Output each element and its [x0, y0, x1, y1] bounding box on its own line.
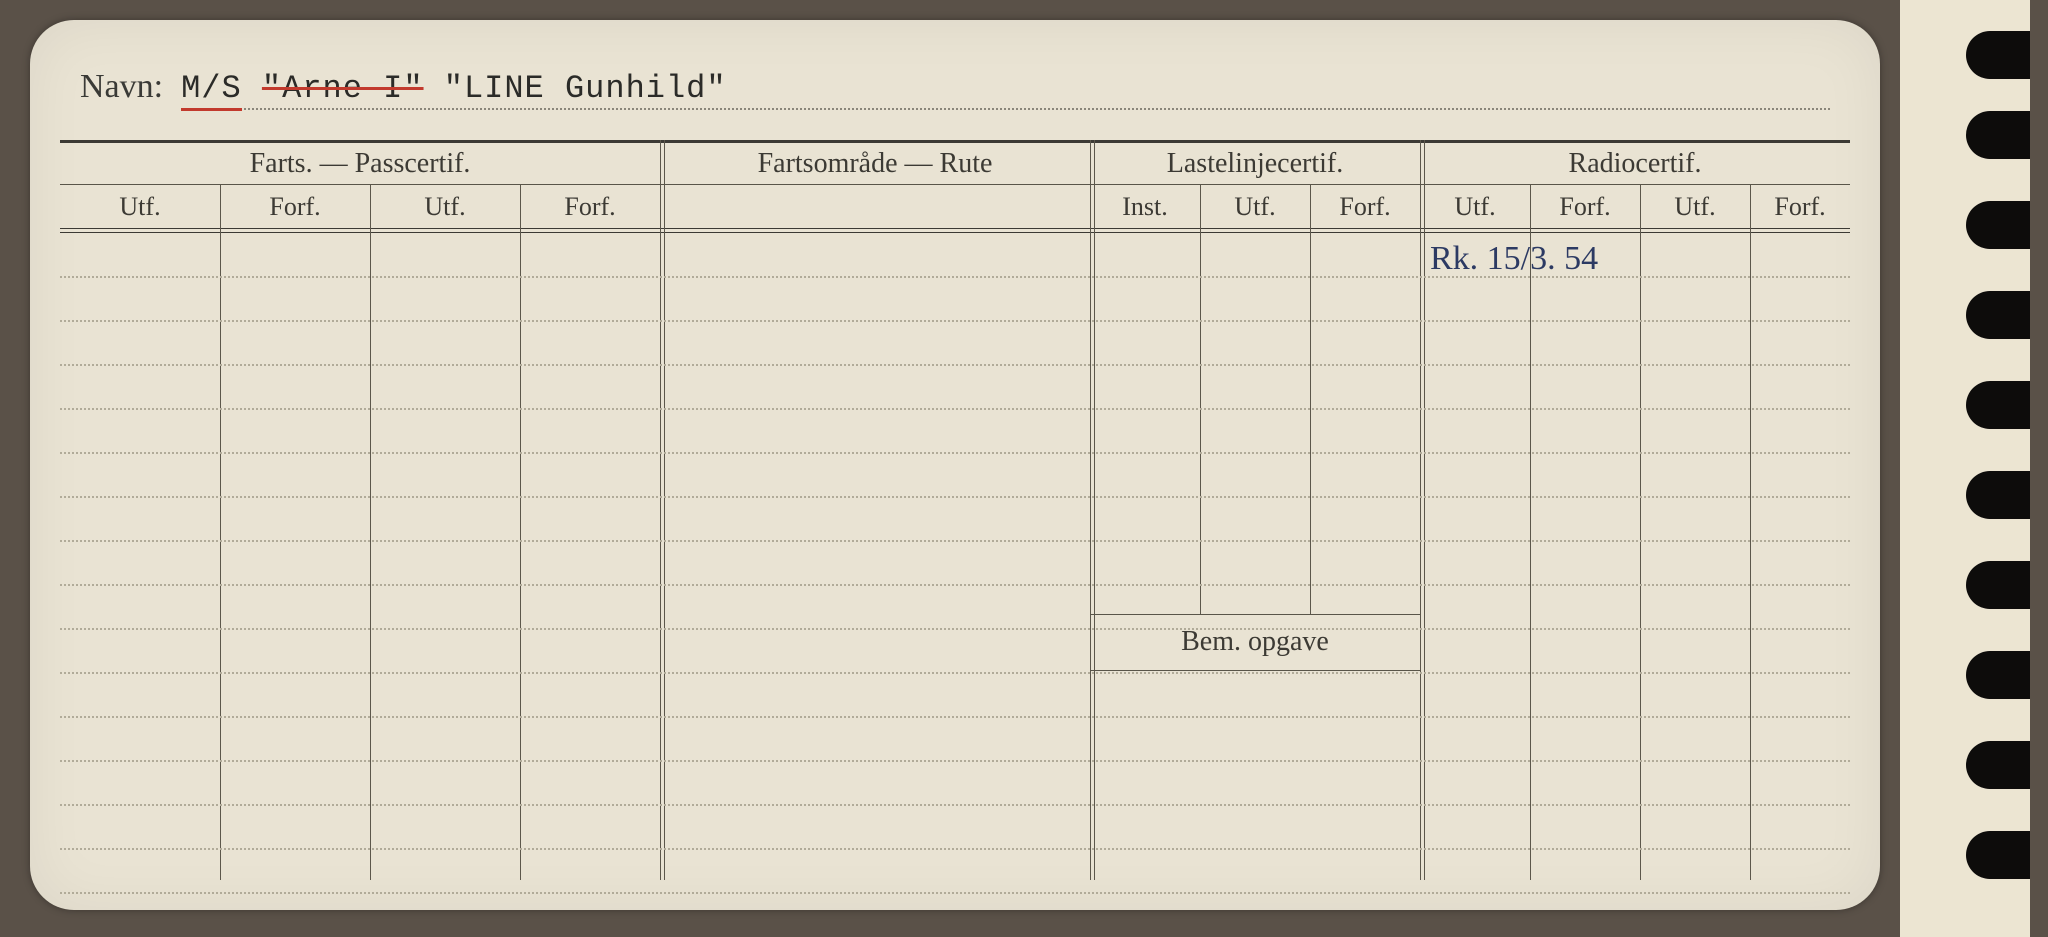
- col-utf: Utf.: [60, 192, 220, 222]
- binding-hole: [1966, 111, 2030, 159]
- dotted-row: [60, 364, 1850, 366]
- col-inst: Inst.: [1090, 192, 1200, 222]
- rule-bemopg-bottom: [1090, 670, 1420, 671]
- name-label: Navn:: [80, 68, 163, 106]
- vline: [1750, 184, 1751, 880]
- dotted-row: [60, 804, 1850, 806]
- dotted-row: [60, 892, 1850, 894]
- section-title: Radiocertif.: [1420, 148, 1850, 180]
- radio-entry-1: Rk. 15/3. 54: [1430, 240, 1598, 278]
- col-forf: Forf.: [1750, 192, 1850, 222]
- name-baseline: [181, 108, 1830, 110]
- binding-hole: [1966, 31, 2030, 79]
- dotted-row: [60, 496, 1850, 498]
- vline: [1640, 184, 1641, 880]
- rule-bemopg-top: [1090, 614, 1420, 615]
- col-utf: Utf.: [370, 192, 520, 222]
- section-title: Fartsområde — Rute: [660, 148, 1090, 180]
- col-forf: Forf.: [520, 192, 660, 222]
- section-title: Lastelinjecertif.: [1090, 148, 1420, 180]
- vline: [1530, 184, 1531, 880]
- vline: [1310, 184, 1311, 614]
- name-prefix: M/S "Arne I" "LINE Gunhild": [181, 70, 726, 107]
- bem-opgave-title: Bem. opgave: [1090, 626, 1420, 658]
- col-utf: Utf.: [1420, 192, 1530, 222]
- dotted-row: [60, 452, 1850, 454]
- index-card: Navn: M/S "Arne I" "LINE Gunhild" Farts.…: [30, 20, 1880, 910]
- dotted-row: [60, 408, 1850, 410]
- col-forf: Forf.: [1310, 192, 1420, 222]
- dotted-row: [60, 760, 1850, 762]
- binding-hole: [1966, 831, 2030, 879]
- vline: [520, 184, 521, 880]
- binding-hole: [1966, 471, 2030, 519]
- col-utf: Utf.: [1640, 192, 1750, 222]
- binding-hole: [1966, 561, 2030, 609]
- rule-under-sections: [60, 184, 1850, 185]
- binding-hole: [1966, 651, 2030, 699]
- section-title: Farts. — Passcertif.: [60, 148, 660, 180]
- name-struck: "Arne I": [262, 70, 424, 107]
- binding-hole: [1966, 291, 2030, 339]
- binding-hole: [1966, 381, 2030, 429]
- dotted-row: [60, 848, 1850, 850]
- col-utf: Utf.: [1200, 192, 1310, 222]
- name-row: Navn: M/S "Arne I" "LINE Gunhild": [80, 68, 1830, 128]
- page: Navn: M/S "Arne I" "LINE Gunhild" Farts.…: [0, 0, 2048, 937]
- dotted-row: [60, 584, 1850, 586]
- col-forf: Forf.: [220, 192, 370, 222]
- vdiv-3: [1420, 140, 1421, 880]
- col-forf: Forf.: [1530, 192, 1640, 222]
- name-field: M/S "Arne I" "LINE Gunhild": [181, 70, 1830, 114]
- binding-hole: [1966, 741, 2030, 789]
- table-frame: Farts. — Passcertif. Fartsområde — Rute …: [60, 140, 1850, 880]
- dotted-row: [60, 716, 1850, 718]
- vdiv-1: [660, 140, 661, 880]
- dotted-row: [60, 672, 1850, 674]
- dotted-row: [60, 540, 1850, 542]
- dotted-row: [60, 628, 1850, 630]
- dotted-row: [60, 320, 1850, 322]
- vdiv-2: [1090, 140, 1091, 880]
- rule-under-subheads: [60, 228, 1850, 229]
- name-new: "LINE Gunhild": [444, 70, 727, 107]
- vline: [220, 184, 221, 880]
- vline: [370, 184, 371, 880]
- rule-top: [60, 140, 1850, 143]
- binding-hole: [1966, 201, 2030, 249]
- vline: [1200, 184, 1201, 614]
